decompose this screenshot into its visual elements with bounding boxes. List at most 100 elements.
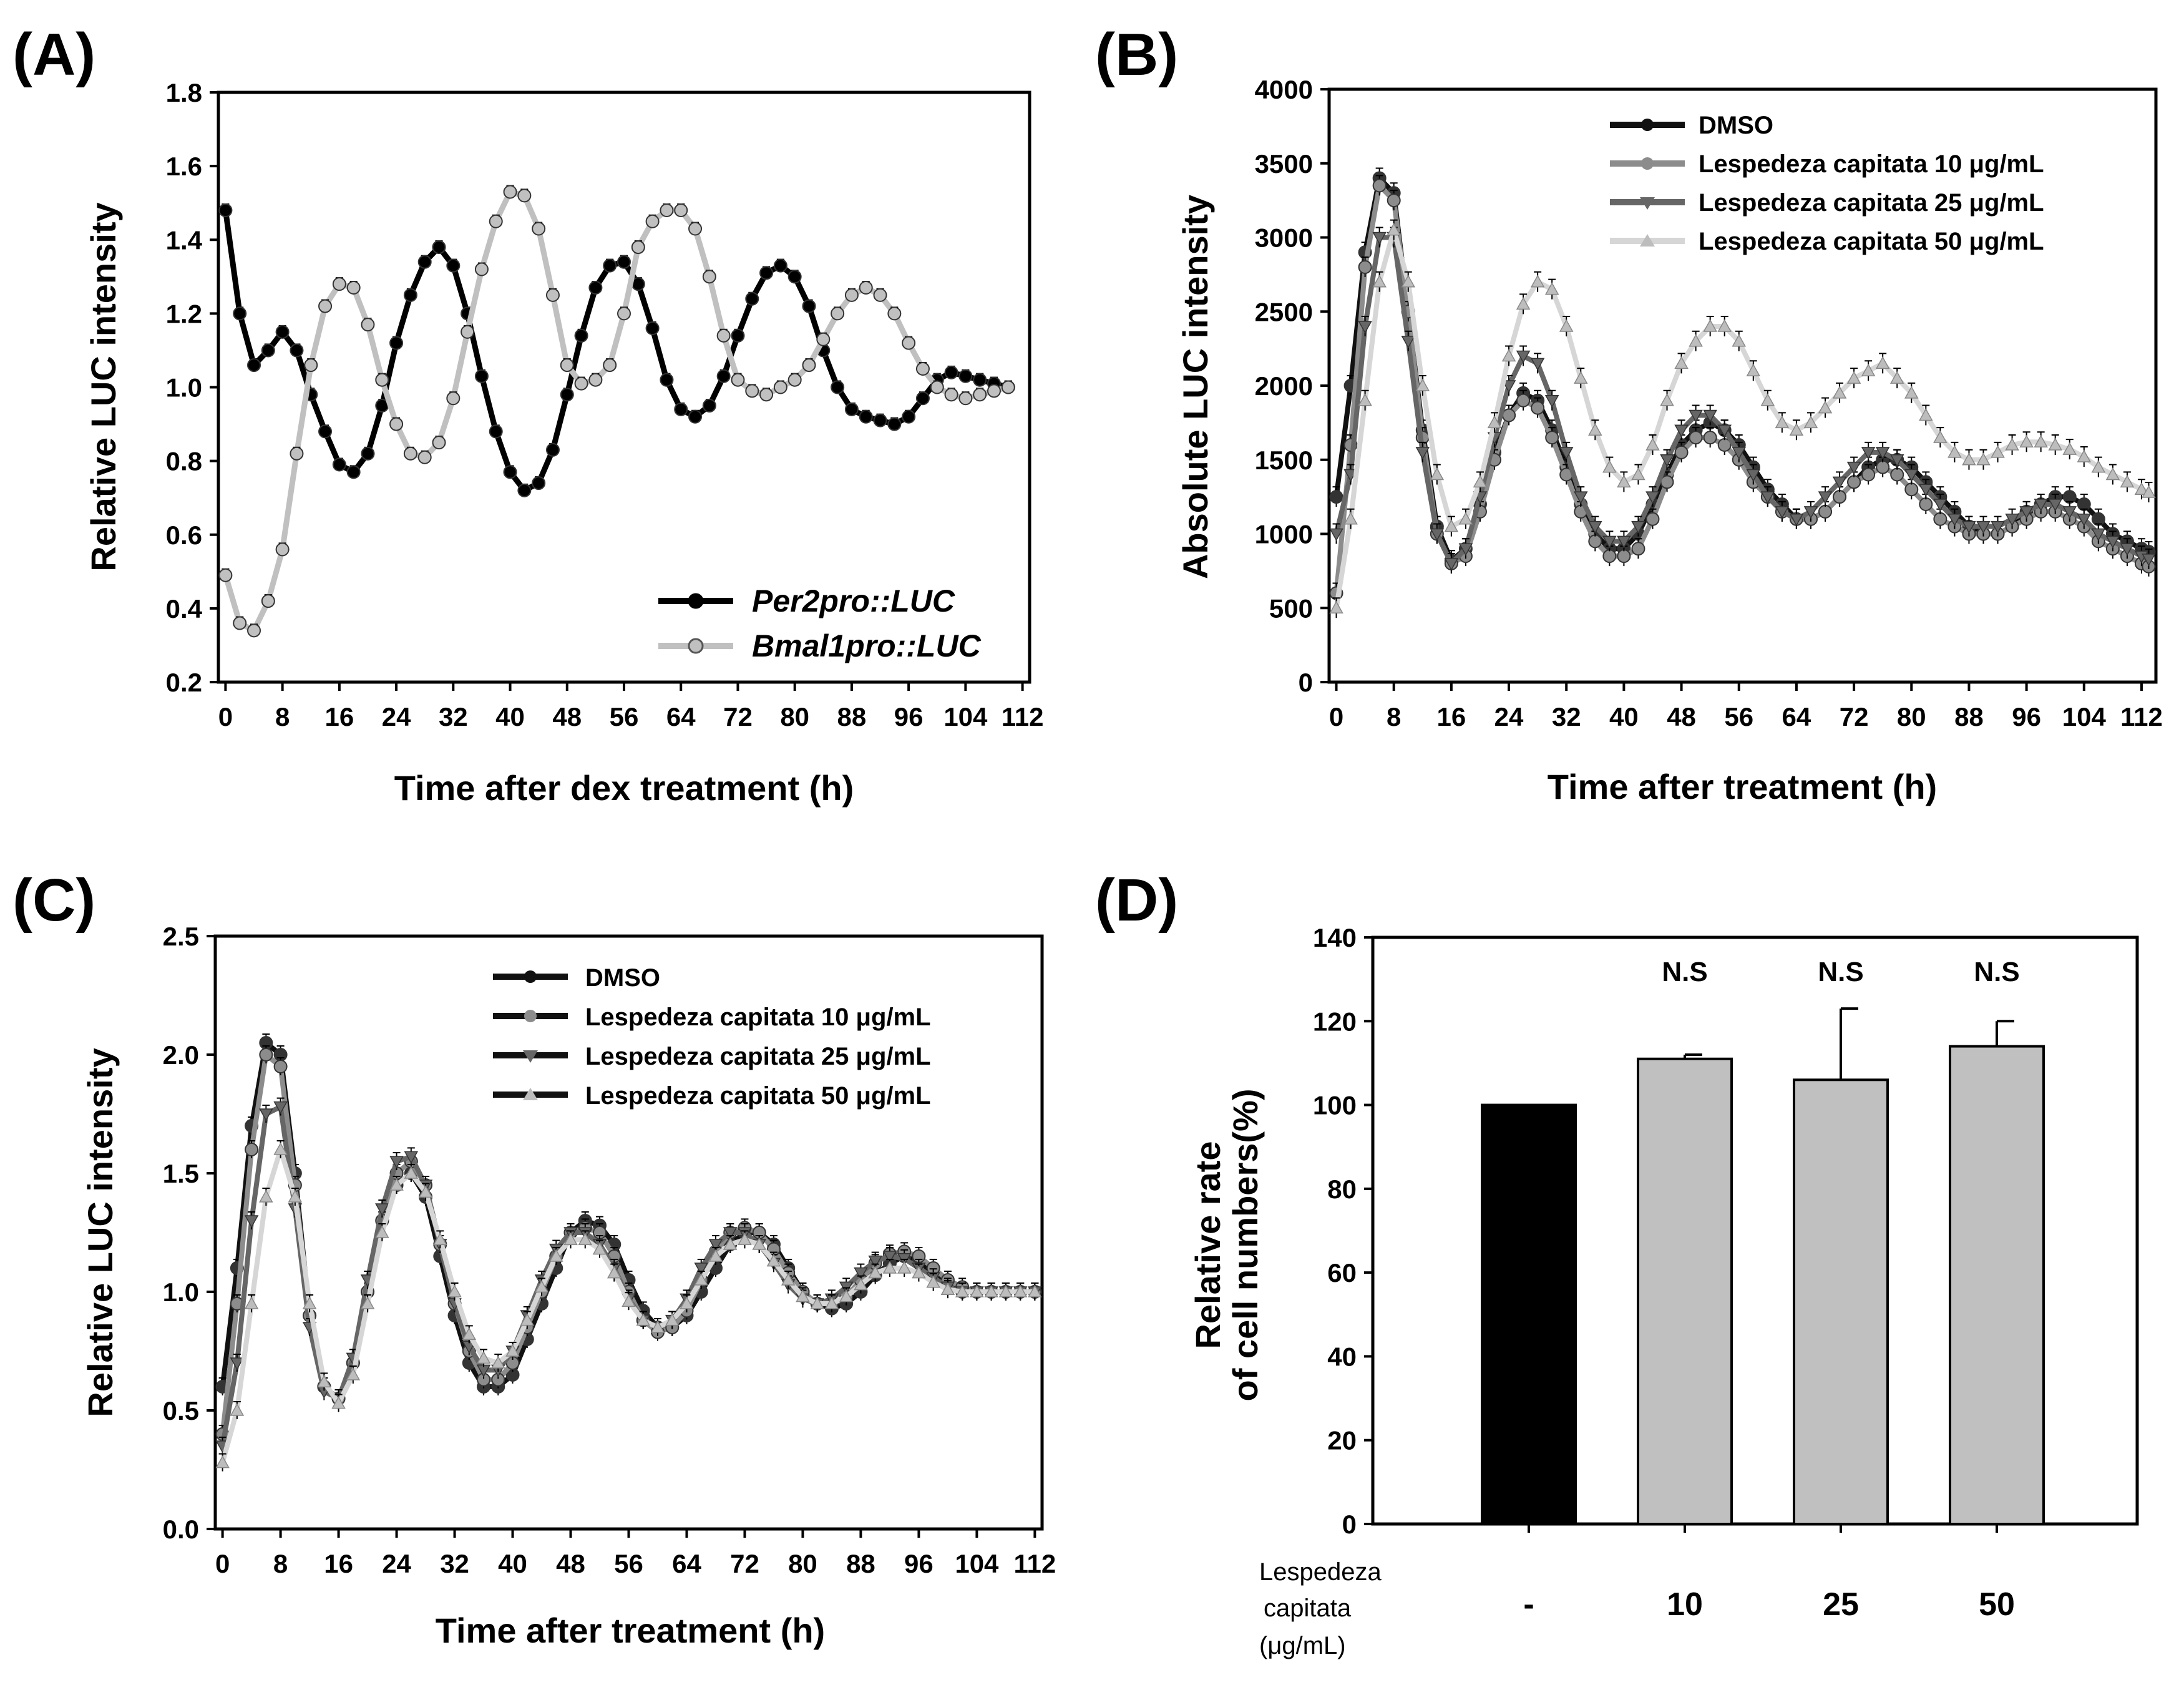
data-point: [731, 373, 745, 387]
data-point: [244, 1296, 259, 1309]
data-point: [545, 442, 560, 457]
legend-marker-a-0: [688, 593, 704, 609]
data-point: [261, 594, 275, 608]
data-point: [346, 465, 361, 479]
legend-marker-b-2: [1640, 197, 1655, 210]
data-point: [873, 413, 887, 427]
x-tick-label: 0: [215, 1549, 230, 1578]
data-point: [1645, 491, 1660, 504]
data-point: [1516, 296, 1531, 310]
data-point: [588, 281, 603, 295]
data-point: [244, 1215, 259, 1228]
data-point: [2019, 434, 2034, 447]
data-point: [882, 1261, 897, 1274]
legend-marker-b-3: [1640, 234, 1655, 247]
y-tick-label: 0.6: [166, 520, 202, 550]
x-title-d-line2: capitata: [1264, 1595, 1352, 1622]
data-point: [2077, 514, 2092, 527]
data-point: [645, 321, 660, 335]
data-point: [1602, 460, 1617, 473]
series-line-3: [1333, 227, 2150, 608]
data-point: [1832, 476, 1847, 489]
data-point: [273, 1060, 288, 1073]
data-point: [839, 1289, 854, 1302]
data-point: [1358, 260, 1372, 274]
data-point: [859, 281, 873, 295]
y-tick-label: 0.2: [166, 668, 202, 697]
data-point: [773, 380, 787, 394]
data-point: [1846, 371, 1861, 384]
data-point: [375, 1203, 389, 1216]
data-point: [1689, 409, 1703, 423]
data-point: [831, 380, 845, 394]
legend-b: DMSO Lespedeza capitata 10 μg/mL Lespede…: [1610, 112, 2044, 255]
data-point: [940, 1282, 955, 1295]
data-point: [887, 306, 902, 321]
x-axis-label-c: Time after treatment (h): [436, 1611, 825, 1650]
data-point: [247, 623, 261, 638]
data-point: [1833, 490, 1847, 504]
data-point: [446, 258, 461, 273]
data-point: [674, 402, 688, 416]
data-point: [417, 450, 432, 464]
data-point: [824, 1296, 839, 1309]
series-layer-a: [218, 185, 1015, 638]
data-point: [1933, 499, 1948, 512]
y-axis-label-b: Absolute LUC intensity: [1176, 195, 1215, 579]
category-label: 10: [1667, 1586, 1703, 1623]
data-point: [1531, 401, 1545, 415]
data-point: [1991, 445, 2005, 458]
data-point: [912, 1266, 926, 1279]
data-point: [1617, 535, 1631, 549]
x-tick-label: 80: [780, 702, 809, 731]
x-tick-label: 88: [1954, 702, 1984, 731]
legend-label-c-2: Lespedeza capitata 25 μg/mL: [585, 1043, 931, 1070]
data-point: [970, 1284, 984, 1297]
data-point: [1559, 447, 1574, 460]
data-point: [645, 214, 660, 228]
x-tick-label: 104: [2062, 702, 2107, 731]
data-point: [389, 1178, 404, 1191]
data-point: [1430, 467, 1445, 481]
data-point: [955, 1284, 970, 1297]
data-point: [1890, 467, 1904, 482]
data-point: [650, 1320, 665, 1333]
y-tick-label: 1500: [1255, 446, 1313, 475]
data-point: [1013, 1284, 1028, 1297]
data-point: [1876, 460, 1890, 474]
data-point: [1573, 371, 1588, 384]
data-point: [360, 1296, 375, 1309]
x-tick-label: 64: [1782, 702, 1811, 731]
data-point: [2005, 514, 2019, 527]
x-axis-c: 0 8 16 24 32 40 48 56 64 72 80 88 96 104 112: [215, 1529, 1056, 1578]
data-point: [1430, 528, 1445, 542]
data-point: [716, 369, 731, 383]
legend-label-b-2: Lespedeza capitata 25 μg/mL: [1699, 189, 2044, 217]
legend-a: Per2pro::LUC Bmal1pro::LUC: [658, 584, 982, 663]
data-point: [2062, 506, 2077, 519]
x-tick-label: 96: [904, 1549, 934, 1578]
data-point: [1530, 275, 1545, 288]
data-point: [2048, 499, 2062, 512]
bar: [1637, 1057, 1733, 1525]
data-point: [688, 222, 703, 236]
y-tick-label: 100: [1313, 1091, 1357, 1120]
data-point: [233, 616, 247, 630]
data-point: [766, 1254, 781, 1267]
data-point: [708, 1239, 723, 1252]
data-point: [1746, 363, 1761, 376]
data-point: [716, 328, 731, 343]
data-point: [745, 384, 759, 398]
data-point: [738, 1232, 752, 1246]
data-point: [2034, 499, 2048, 512]
data-point: [1602, 535, 1617, 549]
data-point: [882, 1251, 897, 1264]
y-tick-label: 1.6: [166, 152, 202, 181]
data-point: [973, 388, 987, 402]
data-point: [854, 1267, 868, 1281]
category-label: 50: [1979, 1586, 2015, 1623]
x-title-d-line3: (μg/mL): [1259, 1632, 1346, 1659]
x-tick-label: 40: [498, 1549, 527, 1578]
data-point: [1631, 542, 1645, 556]
